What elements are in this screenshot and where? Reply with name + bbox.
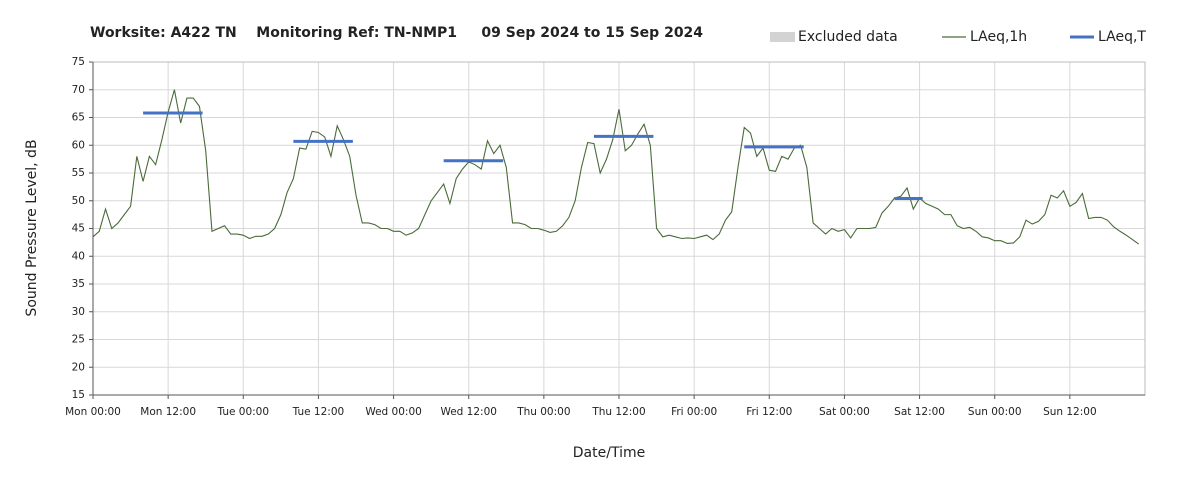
y-tick-label: 65 (72, 112, 85, 124)
y-tick-label: 55 (72, 167, 85, 179)
x-tick-label: Sat 12:00 (894, 406, 945, 418)
x-tick-label: Fri 12:00 (746, 406, 792, 418)
legend-label: Excluded data (798, 29, 898, 45)
legend-swatch (770, 32, 795, 42)
data-line (92, 89, 1140, 245)
x-tick-label: Mon 00:00 (65, 406, 121, 418)
legend-label: LAeq,T (1098, 29, 1146, 45)
x-tick-label: Sat 00:00 (819, 406, 870, 418)
legend-label: LAeq,1h (970, 29, 1027, 45)
y-tick-label: 50 (72, 195, 85, 207)
x-tick-label: Fri 00:00 (671, 406, 717, 418)
x-tick-label: Tue 00:00 (217, 406, 270, 418)
x-tick-label: Thu 12:00 (591, 406, 645, 418)
legend: Excluded data LAeq,1h LAeq,T (770, 29, 1146, 45)
x-tick-label: Wed 00:00 (365, 406, 422, 418)
y-tick-label: 30 (72, 306, 85, 318)
y-tick-label: 70 (72, 84, 85, 96)
y-tick-label: 20 (72, 361, 85, 373)
y-tick-label: 25 (72, 334, 85, 346)
y-tick-label: 35 (72, 278, 85, 290)
x-tick-label: Thu 00:00 (516, 406, 570, 418)
x-tick-label: Tue 12:00 (292, 406, 345, 418)
y-tick-label: 60 (72, 139, 85, 151)
x-tick-label: Sun 12:00 (1043, 406, 1097, 418)
y-tick-label: 75 (72, 56, 85, 68)
x-tick-label: Sun 00:00 (968, 406, 1022, 418)
x-axis-label: Date/Time (573, 445, 645, 461)
x-tick-label: Mon 12:00 (140, 406, 196, 418)
y-axis-label: Sound Pressure Level, dB (24, 139, 40, 316)
y-tick-label: 45 (72, 223, 85, 235)
chart-title: Worksite: A422 TN Monitoring Ref: TN-NMP… (90, 25, 703, 41)
x-tick-label: Wed 12:00 (440, 406, 497, 418)
y-tick-label: 15 (72, 389, 85, 401)
y-tick-label: 40 (72, 250, 85, 262)
